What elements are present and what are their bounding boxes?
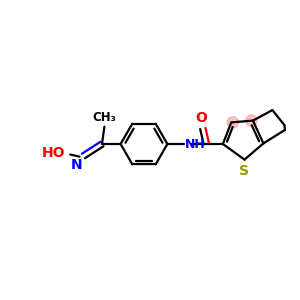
Text: O: O — [195, 111, 207, 125]
Text: S: S — [239, 164, 250, 178]
Text: CH₃: CH₃ — [92, 111, 116, 124]
Text: HO: HO — [41, 146, 65, 160]
Text: NH: NH — [185, 137, 206, 151]
Circle shape — [246, 115, 257, 126]
Circle shape — [227, 117, 238, 128]
Text: N: N — [71, 158, 82, 172]
